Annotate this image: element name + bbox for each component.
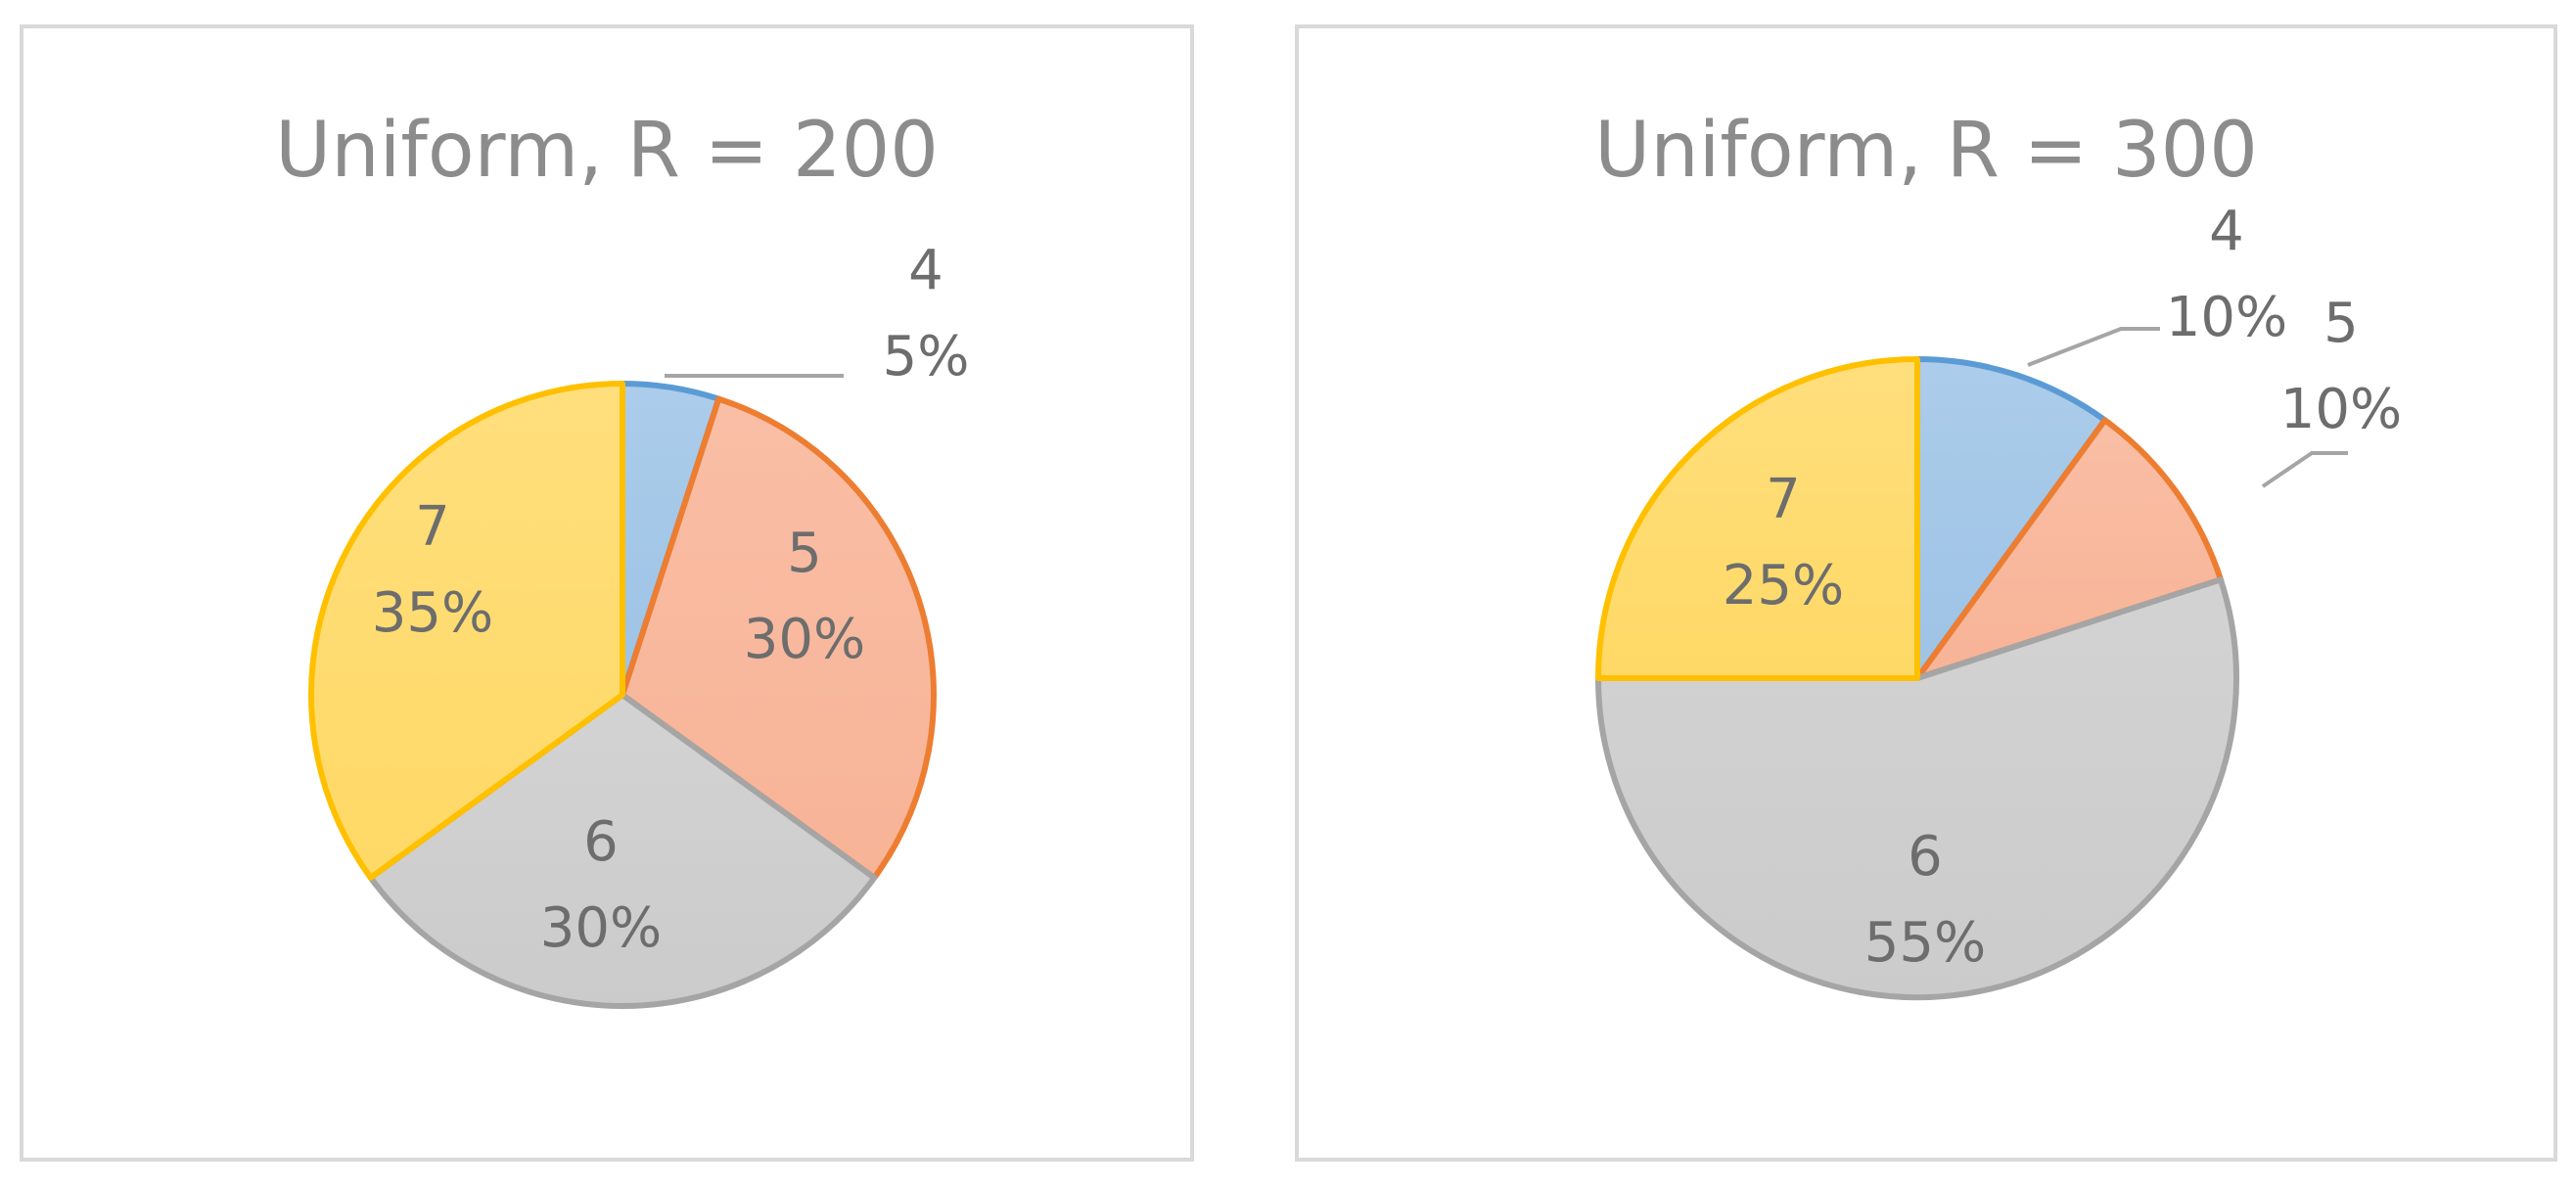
data-label-percent: 10% bbox=[2166, 286, 2287, 349]
chart-panel-r200: Uniform, R = 200 4 5% 5 30% 6 30% 7 35% bbox=[20, 24, 1194, 1162]
data-label-category: 7 bbox=[1766, 468, 1801, 531]
data-label-6: 6 55% bbox=[1864, 825, 1986, 975]
chart-panel-r300: Uniform, R = 300 4 10% 5 10% 6 55% 7 25% bbox=[1295, 24, 2557, 1162]
data-label-7: 7 25% bbox=[1723, 468, 1844, 617]
data-label-5: 5 10% bbox=[2280, 292, 2402, 441]
data-label-category: 5 bbox=[787, 522, 822, 585]
data-label-category: 4 bbox=[2209, 200, 2244, 263]
pie-slice-5 bbox=[1914, 417, 2224, 681]
data-label-category: 6 bbox=[583, 810, 619, 874]
data-label-category: 5 bbox=[2323, 292, 2359, 355]
data-label-category: 7 bbox=[415, 495, 450, 559]
data-label-percent: 30% bbox=[744, 608, 865, 671]
data-label-percent: 30% bbox=[540, 896, 662, 960]
pie-slice-7 bbox=[308, 381, 625, 881]
chart-title: Uniform, R = 300 bbox=[1594, 107, 2258, 195]
data-label-4: 4 5% bbox=[883, 239, 970, 389]
pie-slice-6 bbox=[1595, 576, 2239, 1001]
pie-slice-4 bbox=[1914, 356, 2108, 681]
chart-title: Uniform, R = 200 bbox=[275, 107, 939, 195]
data-label-6: 6 30% bbox=[540, 810, 662, 960]
data-label-percent: 5% bbox=[883, 325, 970, 389]
data-label-category: 4 bbox=[908, 239, 943, 302]
data-label-percent: 55% bbox=[1864, 911, 1986, 975]
leader-line-4 bbox=[2027, 327, 2160, 367]
data-label-percent: 10% bbox=[2280, 378, 2402, 441]
data-label-category: 6 bbox=[1908, 825, 1943, 889]
data-label-7: 7 35% bbox=[372, 495, 493, 645]
data-label-percent: 35% bbox=[372, 581, 493, 645]
data-label-5: 5 30% bbox=[744, 522, 865, 671]
data-label-percent: 25% bbox=[1723, 554, 1844, 617]
pie-slice-6 bbox=[367, 692, 878, 1009]
leader-line-5 bbox=[2261, 451, 2348, 488]
pie-slice-5 bbox=[620, 395, 937, 881]
pie-chart-r300: 4 10% 5 10%6 55%7 25% bbox=[1595, 200, 2402, 1001]
pie-slice-7 bbox=[1595, 356, 1920, 681]
data-label-4: 4 10% bbox=[2166, 200, 2287, 349]
pie-chart-r200: 4 5%5 30%6 30%7 35% bbox=[308, 239, 970, 1009]
